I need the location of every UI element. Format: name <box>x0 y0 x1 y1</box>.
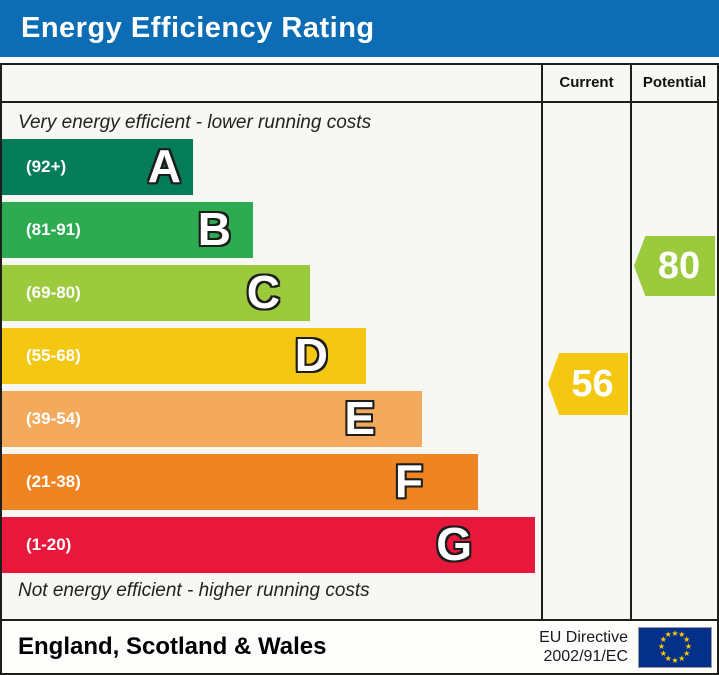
region-label: England, Scotland & Wales <box>18 633 327 660</box>
band-e-letter: E <box>344 392 375 444</box>
band-b-letter: B <box>197 203 231 255</box>
band-g-range: (1-20) <box>26 535 72 554</box>
eu-flag-star-icon: ★ <box>678 653 686 663</box>
band-c-letter: C <box>246 266 280 318</box>
current-rating-marker: 56 <box>548 353 628 415</box>
potential-rating-value: 80 <box>657 244 701 287</box>
band-a: (92+) A <box>2 139 193 195</box>
epc-rating-table: Current Potential Very energy efficient … <box>0 63 719 675</box>
band-c-range: (69-80) <box>26 283 81 302</box>
band-b-range: (81-91) <box>26 220 81 239</box>
eu-flag-icon: ★ ★ ★ ★ ★ ★ ★ ★ ★ ★ ★ ★ <box>638 626 712 668</box>
eu-flag-star-icon: ★ <box>671 655 679 665</box>
band-c: (69-80) C <box>2 265 310 321</box>
eu-flag-star-icon: ★ <box>684 642 693 651</box>
bands-area: Very energy efficient - lower running co… <box>2 103 543 619</box>
band-f-range: (21-38) <box>26 472 81 491</box>
band-g-letter: G <box>436 518 472 570</box>
header-spacer <box>2 65 543 103</box>
note-not-efficient: Not energy efficient - higher running co… <box>18 580 370 601</box>
eu-directive-line2: 2002/91/EC <box>543 648 628 665</box>
column-header-current: Current <box>543 65 632 103</box>
band-e-range: (39-54) <box>26 409 81 428</box>
current-rating-value: 56 <box>571 362 614 405</box>
note-very-efficient: Very energy efficient - lower running co… <box>18 112 372 133</box>
eu-flag-star-icon: ★ <box>683 635 691 645</box>
eu-flag-star-icon: ★ <box>683 648 691 658</box>
eu-flag-star-icon: ★ <box>659 648 667 658</box>
eu-flag-star-icon: ★ <box>659 635 667 645</box>
band-list: (92+) A (81-91) B (69-80) C (55-68) D (3… <box>2 139 541 573</box>
potential-rating-marker: 80 <box>634 236 715 296</box>
eu-flag-star-icon: ★ <box>671 628 679 638</box>
column-header-potential: Potential <box>632 65 717 103</box>
band-e: (39-54) E <box>2 391 422 447</box>
potential-column: 80 <box>632 103 717 619</box>
current-column: 56 <box>543 103 632 619</box>
eu-flag-star-icon: ★ <box>664 653 672 663</box>
page-title: Energy Efficiency Rating <box>0 0 719 57</box>
band-d-range: (55-68) <box>26 346 81 365</box>
eu-directive-label: EU Directive 2002/91/EC <box>539 628 628 666</box>
band-d-letter: D <box>294 329 328 381</box>
band-d: (55-68) D <box>2 328 366 384</box>
band-f: (21-38) F <box>2 454 478 510</box>
band-a-range: (92+) <box>26 157 67 176</box>
footer: England, Scotland & Wales EU Directive 2… <box>2 619 717 673</box>
title-gap <box>0 57 719 63</box>
band-b: (81-91) B <box>2 202 253 258</box>
eu-flag-star-icon: ★ <box>664 630 672 640</box>
band-a-letter: A <box>147 140 181 192</box>
band-g: (1-20) G <box>2 517 535 573</box>
eu-flag-star-icon: ★ <box>678 630 686 640</box>
band-f-letter: F <box>394 455 423 507</box>
eu-flag-star-icon: ★ <box>657 642 666 651</box>
eu-directive-line1: EU Directive <box>539 629 628 646</box>
